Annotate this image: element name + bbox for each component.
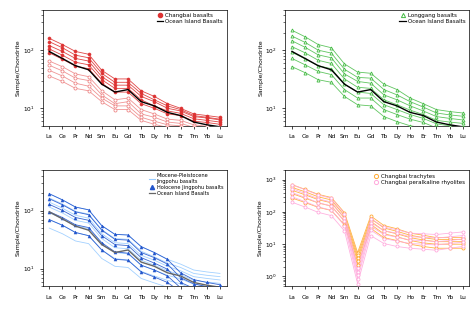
Y-axis label: Sample/Chondrite: Sample/Chondrite xyxy=(16,39,20,96)
Legend: Changbai basalts, Ocean Island Basalts: Changbai basalts, Ocean Island Basalts xyxy=(155,12,224,25)
Y-axis label: Sample/Chondrite: Sample/Chondrite xyxy=(16,200,20,256)
Legend: Miocene-Pleistocene
Jingpohu basalts, Holocene Jingpohu basalts, Ocean Island Ba: Miocene-Pleistocene Jingpohu basalts, Ho… xyxy=(148,172,224,197)
Legend: Longgang basalts, Ocean Island Basalts: Longgang basalts, Ocean Island Basalts xyxy=(398,12,466,25)
Y-axis label: Sample/Chondrite: Sample/Chondrite xyxy=(258,200,263,256)
Legend: Changbai trachytes, Changbai peralkaline rhyolites: Changbai trachytes, Changbai peralkaline… xyxy=(372,173,466,186)
Y-axis label: Sample/Chondrite: Sample/Chondrite xyxy=(258,39,263,96)
